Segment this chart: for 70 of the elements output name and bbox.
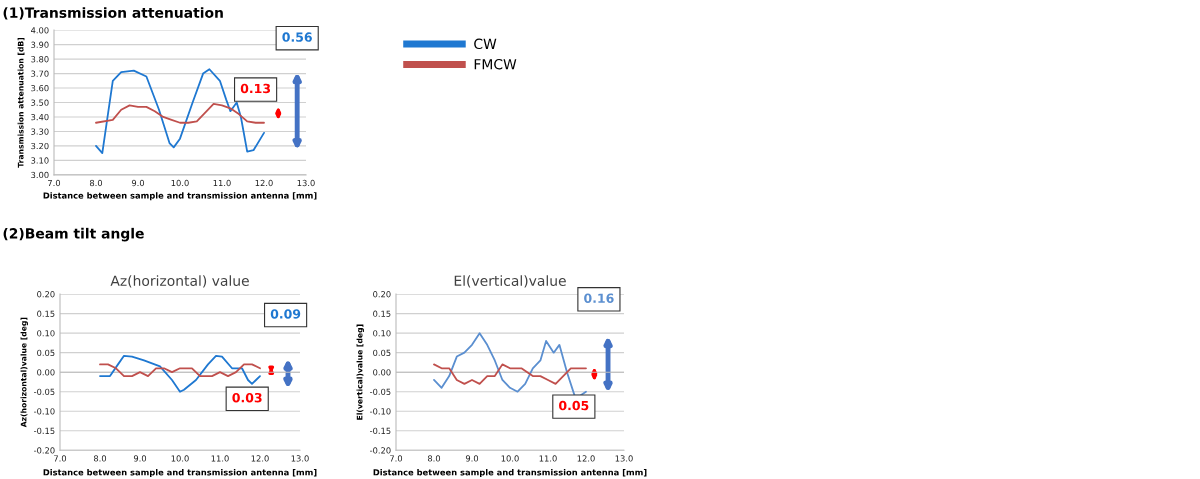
chart-title: (1)Transmission attenuation — [3, 7, 223, 20]
x-tick-label: 13.0 — [291, 455, 309, 462]
y-tick-label: 3.70 — [31, 70, 49, 77]
y-tick-label: 3.90 — [31, 41, 49, 48]
y-tick-label: -0.15 — [33, 427, 55, 435]
x-tick-label: 7.0 — [54, 455, 67, 462]
annotation: 0.16 — [584, 293, 614, 303]
x-tick-label: 8.0 — [89, 179, 103, 187]
y-tick-label: 3.10 — [31, 157, 49, 164]
x-tick-label: 10.0 — [171, 179, 189, 187]
line-series — [99, 354, 261, 393]
x-tick-label: 11.0 — [211, 455, 229, 462]
y-tick-label: 0.00 — [37, 369, 55, 376]
line-series — [433, 363, 587, 385]
x-tick-label: 13.0 — [615, 455, 633, 462]
x-tick-label: 9.0 — [133, 455, 147, 462]
annotation: 0.05 — [559, 400, 589, 411]
annotation: 0.56 — [282, 32, 312, 42]
y-tick-label: -0.10 — [33, 408, 55, 415]
annotation: 0.13 — [240, 83, 271, 94]
y-tick-label: 3.30 — [31, 128, 49, 135]
x-tick-label: 11.0 — [213, 179, 231, 187]
y-tick-label: 0.00 — [373, 369, 391, 376]
x-tick-label: 7.0 — [390, 455, 403, 462]
y-tick-label: -0.05 — [369, 388, 391, 395]
annotation: 0.09 — [270, 309, 301, 319]
line-series — [433, 332, 587, 397]
x-tick-label: 13.0 — [297, 179, 315, 187]
y-tick-label: 0.15 — [373, 310, 391, 317]
y-tick-label: 3.00 — [31, 171, 49, 179]
line-series — [99, 363, 261, 377]
x-tick-label: 9.0 — [131, 179, 145, 187]
x-axis-title: Distance between sample and transmission antenna [mm] — [43, 192, 317, 201]
y-tick-label: 0.20 — [373, 291, 391, 298]
y-tick-label: 3.50 — [31, 99, 49, 106]
y-tick-label: 3.40 — [31, 113, 49, 121]
x-tick-label: 9.0 — [465, 455, 479, 462]
legend-label: FMCW — [474, 58, 517, 70]
x-tick-label: 12.0 — [577, 455, 595, 462]
y-tick-label: -0.10 — [369, 408, 391, 415]
y-tick-label: -0.15 — [369, 427, 391, 435]
y-tick-label: 0.15 — [37, 310, 55, 317]
chart-title: (2)Beam tilt angle — [3, 227, 144, 242]
y-tick-label: 3.20 — [31, 142, 49, 150]
y-tick-label: 0.10 — [373, 330, 391, 337]
x-tick-label: 8.0 — [93, 455, 107, 462]
x-tick-label: 10.0 — [501, 455, 519, 462]
x-axis-title: Distance between sample and transmission antenna [mm] — [43, 469, 317, 478]
y-tick-label: 4.00 — [30, 27, 49, 34]
x-axis-title: Distance between sample and transmission antenna [mm] — [373, 469, 647, 478]
y-tick-label: 3.80 — [31, 56, 49, 63]
y-tick-label: -0.20 — [369, 447, 391, 454]
chart-title: El(vertical)value — [454, 275, 566, 288]
y-tick-label: -0.20 — [33, 447, 55, 454]
x-tick-label: 7.0 — [48, 179, 61, 187]
y-tick-label: 0.10 — [37, 330, 55, 337]
y-tick-label: -0.05 — [33, 388, 55, 395]
y-tick-label: 0.05 — [37, 349, 55, 356]
y-tick-label: 3.60 — [31, 85, 49, 92]
annotation: 0.03 — [232, 392, 262, 403]
line-series — [95, 103, 265, 124]
x-tick-label: 12.0 — [251, 455, 269, 462]
x-tick-label: 12.0 — [255, 179, 273, 187]
chart-subtitle: Az(horizontal) value — [110, 275, 249, 288]
y-tick-label: 0.20 — [37, 291, 55, 298]
x-tick-label: 8.0 — [427, 455, 441, 462]
y-tick-label: 0.05 — [373, 349, 391, 356]
x-tick-label: 11.0 — [539, 455, 557, 462]
legend-label: CW — [474, 38, 497, 50]
x-tick-label: 10.0 — [171, 455, 189, 462]
